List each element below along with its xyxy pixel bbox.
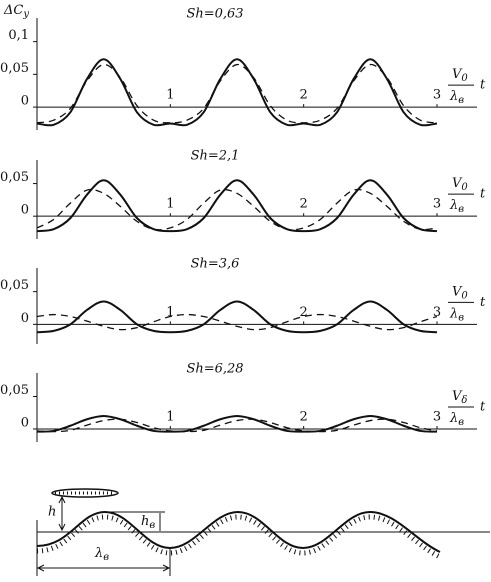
- x-label-den-main: λ: [449, 89, 458, 104]
- y-axis-label-sub: y: [22, 9, 29, 20]
- x-tick-label: 3: [433, 410, 441, 425]
- lambda-sub: в: [103, 552, 109, 563]
- y-tick-label: 0: [21, 416, 29, 431]
- x-tick-label: 3: [433, 197, 441, 212]
- x-label-denominator: λв: [449, 306, 464, 323]
- y-tick-label: 0,05: [0, 278, 29, 293]
- panel-title: Sh=3,6: [191, 257, 240, 272]
- y-tick-label: 0,05: [0, 61, 29, 76]
- x-label-num-sub: 0: [461, 73, 468, 84]
- x-label-num-main: V: [452, 67, 463, 82]
- curve: [36, 313, 438, 331]
- x-label-num-sub: 0: [461, 290, 468, 301]
- x-tick-label: 2: [300, 410, 308, 425]
- x-label-denominator: λв: [449, 198, 464, 215]
- x-label-numerator: V0: [452, 176, 468, 193]
- x-tick-label: 1: [166, 88, 174, 103]
- curve: [36, 418, 438, 433]
- x-label-den-main: λ: [449, 306, 458, 321]
- x-label-den-main: λ: [449, 198, 458, 213]
- airfoil: [51, 488, 119, 498]
- x-label-num-sub: 0: [461, 182, 468, 193]
- x-label-variable: t: [480, 78, 486, 93]
- x-label-num-main: V: [452, 284, 463, 299]
- curve: [36, 58, 438, 127]
- y-axis-label: ΔCy: [3, 3, 29, 20]
- y-tick-label: 0,1: [8, 28, 29, 43]
- x-label-numerator: V0: [452, 284, 468, 301]
- hb-label: hв: [141, 514, 155, 531]
- curve: [36, 188, 438, 231]
- y-tick-label: 0: [21, 94, 29, 109]
- x-label-num-sub: δ: [461, 395, 467, 406]
- x-label-den-sub: в: [458, 417, 464, 428]
- x-label-den-sub: в: [458, 312, 464, 323]
- x-tick-label: 3: [433, 88, 441, 103]
- lambda-label: λв: [94, 546, 109, 563]
- x-label-denominator: λв: [449, 89, 464, 106]
- hb-main: h: [141, 514, 149, 529]
- y-tick-label: 0: [21, 311, 29, 326]
- x-tick-label: 2: [300, 197, 308, 212]
- y-axis-label-main: ΔC: [3, 3, 23, 18]
- y-tick-label: 0,05: [0, 383, 29, 398]
- y-tick-label: 0: [21, 203, 29, 218]
- curve: [36, 179, 438, 233]
- x-label-numerator: Vδ: [452, 389, 467, 406]
- curve: [36, 300, 438, 334]
- wave-diagram: [36, 488, 490, 576]
- x-label-den-sub: в: [458, 95, 464, 106]
- x-label-num-main: V: [452, 389, 463, 404]
- x-tick-label: 3: [433, 305, 441, 320]
- x-label-den-sub: в: [458, 204, 464, 215]
- x-label-variable: t: [480, 400, 486, 415]
- y-tick-label: 0,05: [0, 170, 29, 185]
- panel-title: Sh=0,63: [186, 7, 243, 22]
- x-tick-label: 1: [166, 197, 174, 212]
- x-tick-label: 2: [300, 305, 308, 320]
- x-tick-label: 1: [166, 305, 174, 320]
- x-label-num-main: V: [452, 176, 463, 191]
- panel-title: Sh=2,1: [191, 149, 240, 164]
- x-label-variable: t: [480, 187, 486, 202]
- x-label-den-main: λ: [449, 411, 458, 426]
- lambda-main: λ: [94, 546, 103, 561]
- curve: [36, 63, 438, 124]
- x-tick-label: 2: [300, 88, 308, 103]
- x-label-variable: t: [480, 295, 486, 310]
- h-arrowheads: [58, 495, 66, 532]
- panel-title: Sh=6,28: [186, 362, 243, 377]
- x-label-denominator: λв: [449, 411, 464, 428]
- x-label-numerator: V0: [452, 67, 468, 84]
- curve: [36, 414, 438, 433]
- h-label: h: [48, 505, 56, 520]
- hb-sub: в: [149, 520, 155, 531]
- x-tick-label: 1: [166, 410, 174, 425]
- lambda-arrowheads: [36, 564, 171, 572]
